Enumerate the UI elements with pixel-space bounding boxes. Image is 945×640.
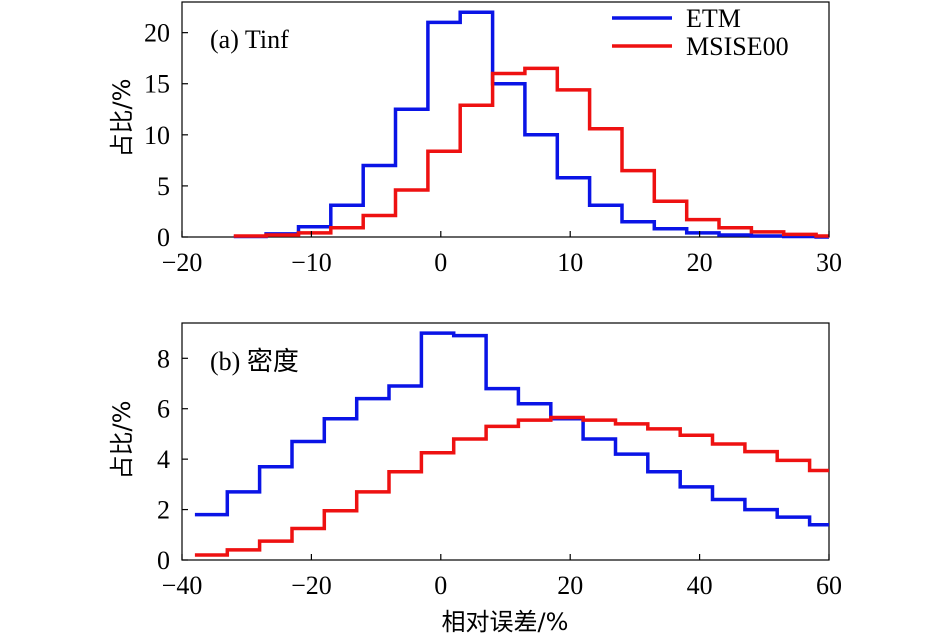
panel-a-xtick-label: −10 [291, 248, 332, 277]
panel-a-xtick-label: −20 [162, 248, 203, 277]
panel-a-ytick-label: 0 [157, 223, 170, 252]
legend-etm-label: ETM [686, 4, 741, 33]
panel-a-series-etm-line [233, 10, 829, 239]
panel-a-xtick-label: 10 [557, 248, 583, 277]
panel-b-ticks: −40 −20 0 20 40 60 0 2 4 6 8 [157, 344, 842, 600]
panel-b-xtick-label: 20 [557, 571, 583, 600]
panel-a-ytick-label: 15 [144, 70, 170, 99]
panel-b-series-group [194, 331, 829, 557]
legend: ETM MSISE00 [612, 4, 789, 61]
panel-a-ytick-label: 10 [144, 121, 170, 150]
panel-b-series-etm-line [194, 331, 829, 527]
panel-b-ytick-label: 8 [157, 344, 170, 373]
panel-a-xtick-label: 20 [687, 248, 713, 277]
panel-a-ytick-label: 5 [157, 172, 170, 201]
panel-b-ytick-label: 2 [157, 496, 170, 525]
panel-a-ylabel: 占比/% [108, 79, 136, 158]
panel-a-xtick-label: 0 [434, 248, 447, 277]
panel-b-xtick-label: −40 [162, 571, 203, 600]
panel-b-ylabel: 占比/% [108, 401, 136, 480]
panel-b-series-msise00-line [194, 415, 829, 557]
panel-a-xtick-label: 30 [816, 248, 842, 277]
panel-b-density: −40 −20 0 20 40 60 0 2 4 6 8 (b) 密度 占比/% 相对误差/% [108, 322, 842, 636]
panel-b-xtick-label: 60 [816, 571, 842, 600]
legend-msise00-label: MSISE00 [686, 32, 789, 61]
panel-a-series-msise00-line [233, 66, 829, 238]
panel-a-series-group [233, 10, 829, 239]
panel-b-ytick-label: 0 [157, 546, 170, 575]
panel-b-plot-frame [181, 322, 830, 561]
panel-a-tinf: −20 −10 0 10 20 30 0 5 10 15 20 (a) Tinf ETM MSISE… [108, 1, 842, 277]
panel-b-xtick-label: 0 [434, 571, 447, 600]
panel-a-ticks: −20 −10 0 10 20 30 0 5 10 15 20 [144, 19, 842, 277]
panel-b-ytick-label: 4 [157, 445, 170, 474]
panel-b-ytick-label: 6 [157, 395, 170, 424]
panel-a-label: (a) Tinf [210, 25, 289, 54]
panel-b-xlabel: 相对误差/% [442, 608, 569, 636]
panel-b-xtick-label: 40 [687, 571, 713, 600]
panel-a-ytick-label: 20 [144, 19, 170, 48]
panel-b-xtick-label: −20 [291, 571, 332, 600]
panel-b-label: (b) 密度 [210, 347, 299, 376]
panel-a-plot-frame [181, 1, 830, 238]
